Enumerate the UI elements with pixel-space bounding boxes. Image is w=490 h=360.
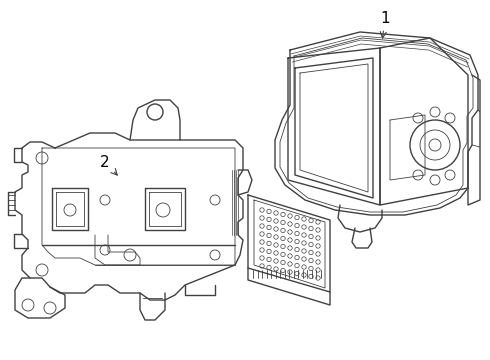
- Text: 2: 2: [100, 154, 117, 175]
- Text: 1: 1: [380, 10, 390, 38]
